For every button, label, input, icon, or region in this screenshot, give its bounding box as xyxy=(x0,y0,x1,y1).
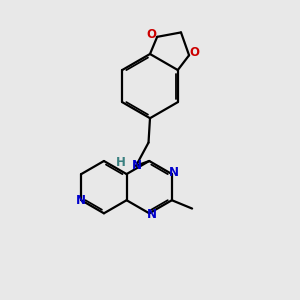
Text: O: O xyxy=(147,28,157,41)
Text: O: O xyxy=(189,46,200,59)
Text: N: N xyxy=(76,194,86,207)
Text: N: N xyxy=(169,167,179,179)
Text: N: N xyxy=(147,208,157,221)
Text: H: H xyxy=(116,156,125,169)
Text: N: N xyxy=(132,159,142,172)
